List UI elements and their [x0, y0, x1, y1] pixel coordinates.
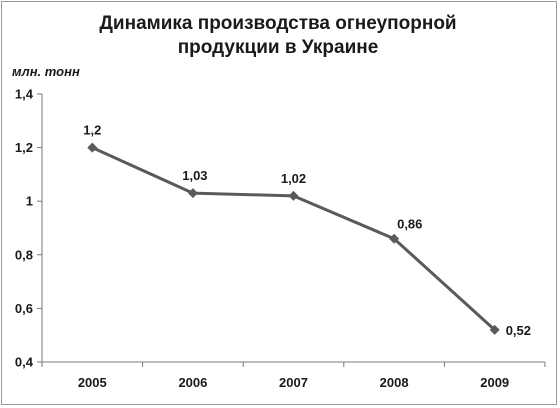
y-tick-label: 0,6	[15, 301, 33, 316]
data-point-marker	[187, 188, 198, 199]
y-tick-label: 1,2	[15, 140, 33, 155]
x-tick-label: 2009	[480, 375, 509, 390]
data-label: 1,03	[182, 168, 207, 183]
data-point-marker	[288, 190, 299, 201]
y-axis-unit-label: млн. тонн	[12, 64, 80, 79]
axes-group: 0,4 0,6 0,8 1 1,2 1,4 2005 2006 2007 2008 2009	[15, 87, 546, 390]
labels-group: 1,2 1,03 1,02 0,86 0,52	[83, 123, 531, 338]
data-label: 1,02	[281, 171, 306, 186]
data-label: 1,2	[83, 123, 101, 138]
series-group	[87, 142, 500, 335]
x-tick-label: 2007	[279, 375, 308, 390]
data-label: 0,86	[397, 217, 422, 232]
y-tick-label: 0,8	[15, 247, 33, 262]
x-tick-label: 2005	[78, 375, 107, 390]
chart-title-line-2: продукции в Украине	[177, 37, 379, 58]
y-tick-label: 1,4	[15, 87, 34, 102]
x-tick-label: 2008	[380, 375, 409, 390]
chart-title: Динамика производства огнеупорной продук…	[0, 12, 556, 60]
y-tick-label: 1	[26, 194, 33, 209]
x-tick-label: 2006	[178, 375, 207, 390]
data-label: 0,52	[506, 323, 531, 338]
data-point-marker	[87, 142, 98, 153]
chart-title-line-1: Динамика производства огнеупорной	[99, 13, 457, 34]
y-tick-label: 0,4	[15, 355, 34, 370]
data-point-marker	[489, 324, 500, 335]
data-point-marker	[389, 233, 400, 244]
